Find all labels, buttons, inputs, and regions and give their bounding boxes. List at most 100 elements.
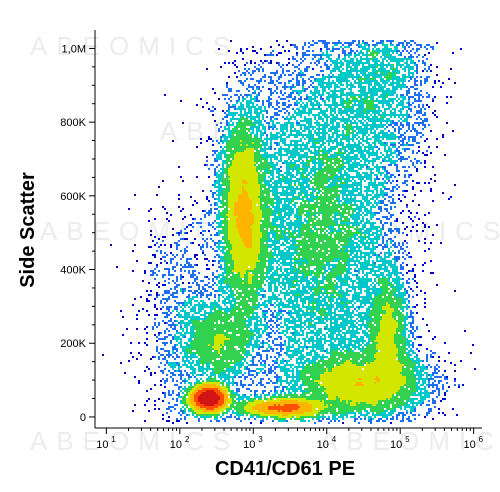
event-dot [414,410,416,412]
event-dot [344,364,346,366]
event-dot [226,338,228,340]
event-dot [218,342,220,344]
event-dot [218,308,220,310]
event-dot [250,234,252,236]
event-dot [218,390,220,392]
event-dot [258,180,260,182]
event-dot [234,158,236,160]
event-dot [368,364,370,366]
event-dot [230,200,232,202]
event-dot [256,214,258,216]
event-dot [226,286,228,288]
event-dot [212,334,214,336]
event-dot [252,274,254,276]
event-dot [236,390,238,392]
event-dot [314,416,316,418]
event-dot [242,118,244,120]
event-dot [314,396,316,398]
event-dot [248,148,250,150]
event-dot [240,286,242,288]
event-dot [258,206,260,208]
event-dot [244,306,246,308]
event-dot [234,148,236,150]
event-dot [246,194,248,196]
event-dot [244,234,246,236]
event-dot [226,318,228,320]
event-dot [254,294,256,296]
event-dot [224,366,226,368]
event-dot [222,300,224,302]
event-dot [408,416,410,418]
event-dot [224,400,226,402]
event-dot [236,164,238,166]
event-dot [198,308,200,310]
event-dot [242,314,244,316]
event-dot [238,332,240,334]
event-dot [402,400,404,402]
event-dot [270,208,272,210]
event-dot [266,170,268,172]
event-dot [224,298,226,300]
event-dot [228,182,230,184]
event-dot [356,366,358,368]
event-dot [226,136,228,138]
event-dot [232,154,234,156]
event-dot [230,358,232,360]
event-dot [228,134,230,136]
event-dot [322,358,324,360]
event-dot [348,392,350,394]
event-dot [408,380,410,382]
event-dot [232,384,234,386]
event-dot [250,172,252,174]
event-dot [222,340,224,342]
event-dot [192,356,194,358]
event-dot [226,210,228,212]
event-dot [224,210,226,212]
event-dot [356,358,358,360]
event-dot [230,228,232,230]
event-dot [234,260,236,262]
event-dot [244,170,246,172]
event-dot [208,322,210,324]
event-dot [242,386,244,388]
event-dot [218,344,220,346]
event-dot [222,212,224,214]
event-dot [258,198,260,200]
event-dot [240,102,242,104]
event-dot [228,346,230,348]
event-dot [192,346,194,348]
event-dot [232,234,234,236]
event-dot [242,358,244,360]
event-dot [416,356,418,358]
event-dot [260,232,262,234]
event-dot [236,200,238,202]
event-dot [210,346,212,348]
event-dot [226,198,228,200]
event-dot [198,330,200,332]
event-dot [396,364,398,366]
event-dot [248,282,250,284]
event-dot [222,338,224,340]
event-dot [174,338,176,340]
event-dot [232,294,234,296]
event-dot [242,352,244,354]
event-dot [254,152,256,154]
event-dot [304,416,306,418]
event-dot [384,382,386,384]
event-dot [254,148,256,150]
event-dot [228,300,230,302]
event-dot [372,382,374,384]
event-dot [232,114,234,116]
event-dot [232,188,234,190]
event-dot [256,256,258,258]
event-dot [258,226,260,228]
event-dot [256,344,258,346]
event-dot [368,374,370,376]
event-dot [242,302,244,304]
event-dot [220,250,222,252]
event-dot [254,248,256,250]
event-dot [250,286,252,288]
event-dot [218,214,220,216]
event-dot [244,368,246,370]
event-dot [194,340,196,342]
